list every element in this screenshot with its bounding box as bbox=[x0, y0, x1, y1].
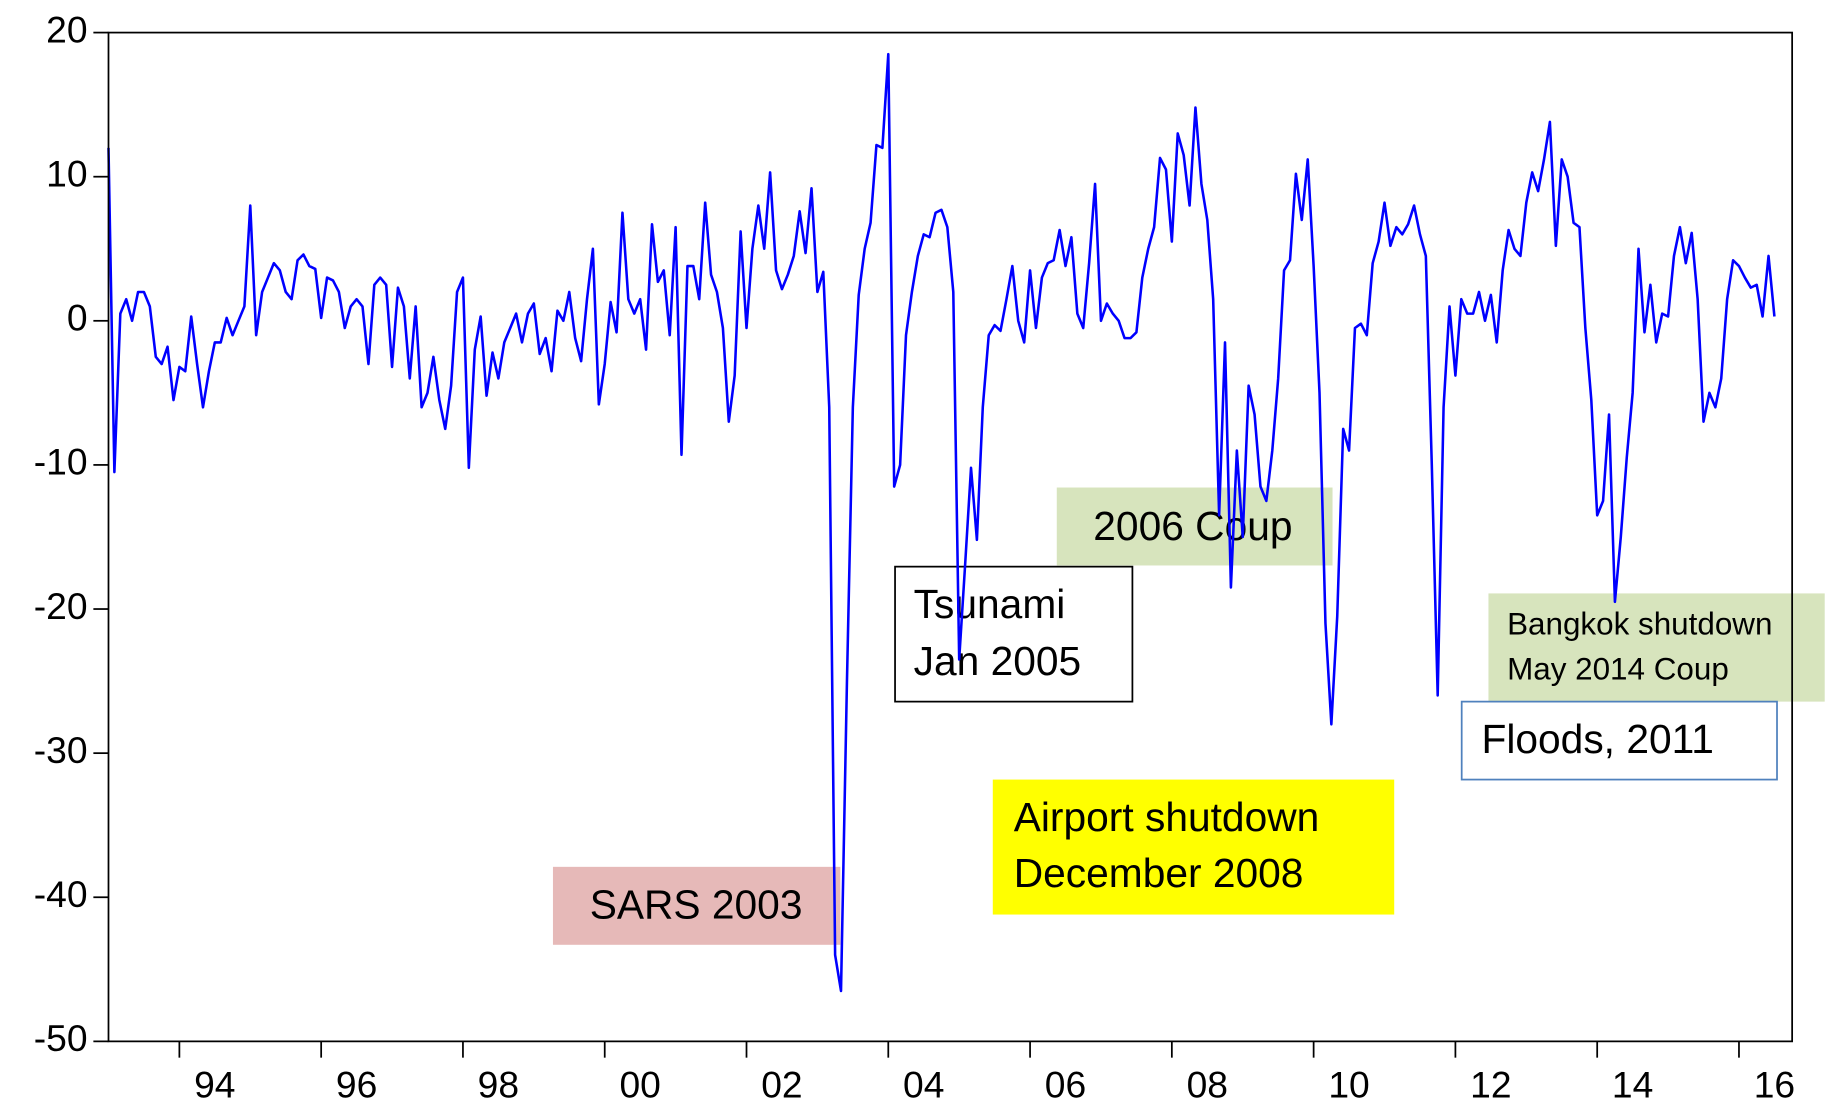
x-tick-label: 94 bbox=[194, 1064, 235, 1106]
annotation: December 2008 bbox=[1014, 850, 1304, 896]
plot-frame bbox=[107, 31, 1794, 1043]
y-tick-label: 20 bbox=[46, 8, 87, 50]
y-tick-label: -10 bbox=[34, 441, 88, 483]
x-tick-label: 96 bbox=[336, 1064, 377, 1106]
annotations: SARS 2003 Tsunami Jan 2005 2006 Coup Air… bbox=[552, 487, 1825, 945]
x-tick-label: 06 bbox=[1045, 1064, 1086, 1106]
annotation-box bbox=[552, 866, 841, 945]
annotation-box bbox=[1056, 487, 1333, 566]
annotation: SARS 2003 bbox=[590, 881, 803, 927]
y-tick-label: 0 bbox=[67, 297, 88, 339]
y-tick-label: -40 bbox=[34, 873, 88, 915]
annotation: Jan 2005 bbox=[914, 638, 1082, 684]
x-tick-label: 04 bbox=[903, 1064, 944, 1106]
x-tick-label: 00 bbox=[619, 1064, 660, 1106]
x-tick-label: 98 bbox=[478, 1064, 519, 1106]
annotation: Bangkok shutdown bbox=[1507, 606, 1772, 641]
x-tick-label: 02 bbox=[761, 1064, 802, 1106]
annotation-box bbox=[894, 565, 1134, 703]
annotation-box bbox=[1460, 700, 1778, 781]
annotation: Tsunami bbox=[914, 581, 1066, 627]
x-tick-label: 10 bbox=[1328, 1064, 1369, 1106]
data-line bbox=[107, 52, 1776, 993]
x-tick-label: 16 bbox=[1754, 1064, 1795, 1106]
y-tick-label: -20 bbox=[34, 585, 88, 627]
x-tick-label: 08 bbox=[1187, 1064, 1228, 1106]
x-tick-label: 12 bbox=[1470, 1064, 1511, 1106]
y-tick-label: 10 bbox=[46, 153, 87, 195]
annotation: Airport shutdown bbox=[1014, 794, 1320, 840]
y-tick-label: -50 bbox=[34, 1017, 88, 1059]
y-tick-label: -30 bbox=[34, 729, 88, 771]
annotation-box bbox=[992, 779, 1395, 915]
annotation: May 2014 Coup bbox=[1507, 652, 1729, 687]
annotation: 2006 Coup bbox=[1093, 503, 1292, 549]
x-tick-label: 14 bbox=[1612, 1064, 1653, 1106]
annotation: Floods, 2011 bbox=[1481, 716, 1713, 762]
annotation-box bbox=[1488, 593, 1825, 702]
